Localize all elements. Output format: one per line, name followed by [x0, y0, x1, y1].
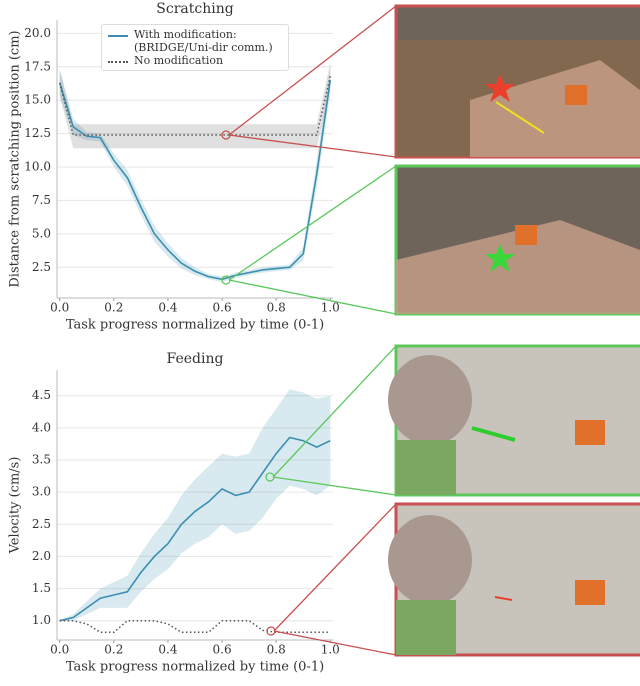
y-tick-label: 7.5: [32, 193, 51, 207]
photo-arm: [470, 60, 640, 157]
blurred-face: [388, 515, 472, 605]
x-tick-label: 0.4: [158, 301, 177, 315]
robot-tool: [515, 225, 537, 245]
y-tick-label: 4.5: [32, 388, 51, 402]
x-tick-label: 0.0: [50, 643, 69, 657]
connector: [228, 134, 397, 158]
confidence-band: [59, 389, 331, 621]
x-axis-label: Task progress normalized by time (0-1): [66, 318, 324, 333]
x-tick-label: 0.6: [213, 643, 232, 657]
legend: With modification: (BRIDGE/Uni-dir comm.…: [101, 24, 289, 71]
y-tick-label: 17.5: [24, 59, 51, 73]
connector: [228, 5, 397, 136]
arrow: [471, 426, 516, 442]
arrow: [494, 596, 513, 601]
plots: Scratching Task progress normalized by ti…: [8, 1, 340, 675]
connector: [228, 279, 397, 315]
photo-arm: [396, 220, 640, 314]
robot-tool: [565, 85, 587, 105]
y-tick-label: 20.0: [24, 26, 51, 40]
highlight: [221, 275, 231, 285]
confidence-band: [59, 62, 331, 149]
legend-swatch: [108, 61, 128, 63]
x-tick-label: 1.0: [321, 643, 340, 657]
x-tick-label: 0.2: [104, 301, 123, 315]
highlight: [221, 130, 231, 140]
connector: [273, 630, 397, 656]
y-tick-label: 3.5: [32, 453, 51, 467]
robot-tool: [575, 420, 605, 445]
legend-entry: With modification: (BRIDGE/Uni-dir comm.…: [106, 28, 284, 54]
series-line: [58, 80, 332, 281]
y-tick-label: 1.5: [32, 581, 51, 595]
arrow: [495, 101, 545, 134]
connectors: [221, 5, 397, 656]
shirt: [396, 600, 456, 655]
x-tick-label: 0.8: [267, 301, 286, 315]
x-tick-label: 0.2: [104, 643, 123, 657]
chart-title: Feeding: [167, 351, 224, 367]
y-axis-label: Distance from scratching position (cm): [8, 30, 23, 287]
y-tick-label: 10.0: [24, 160, 51, 174]
series-line: [59, 619, 331, 634]
series-line: [58, 75, 332, 136]
connector: [272, 345, 397, 478]
y-tick-label: 2.5: [32, 260, 51, 274]
y-tick-label: 3.0: [32, 485, 51, 499]
star: [485, 74, 515, 102]
confidence-band: [59, 66, 331, 282]
y-tick-label: 5.0: [32, 226, 51, 240]
highlight: [265, 472, 275, 482]
y-tick-label: 2.0: [32, 549, 51, 563]
shirt: [396, 440, 456, 495]
blurred-face: [388, 355, 472, 445]
x-axis-label: Task progress normalized by time (0-1): [66, 660, 324, 675]
series-line: [59, 436, 331, 622]
y-axis-label: Velocity (cm/s): [8, 457, 23, 555]
y-tick-label: 1.0: [32, 613, 51, 627]
x-tick-label: 0.0: [50, 301, 69, 315]
connector: [272, 476, 397, 496]
x-tick-label: 0.4: [158, 643, 177, 657]
connector: [273, 503, 397, 632]
legend-label: No modification: [134, 54, 224, 67]
highlight: [266, 626, 276, 636]
x-tick-label: 1.0: [321, 301, 340, 315]
x-tick-label: 0.8: [267, 643, 286, 657]
chart-title: Scratching: [156, 1, 233, 17]
legend-label: With modification: (BRIDGE/Uni-dir comm.…: [134, 28, 273, 54]
legend-entry: No modification: [106, 54, 284, 67]
y-tick-label: 12.5: [24, 126, 51, 140]
star: [485, 244, 515, 272]
legend-swatch: [108, 35, 128, 37]
photo-panels: [388, 4, 640, 657]
y-tick-label: 15.0: [24, 93, 51, 107]
x-tick-label: 0.6: [213, 301, 232, 315]
connector: [228, 165, 397, 281]
y-tick-label: 4.0: [32, 420, 51, 434]
robot-tool: [575, 580, 605, 605]
y-tick-label: 2.5: [32, 517, 51, 531]
